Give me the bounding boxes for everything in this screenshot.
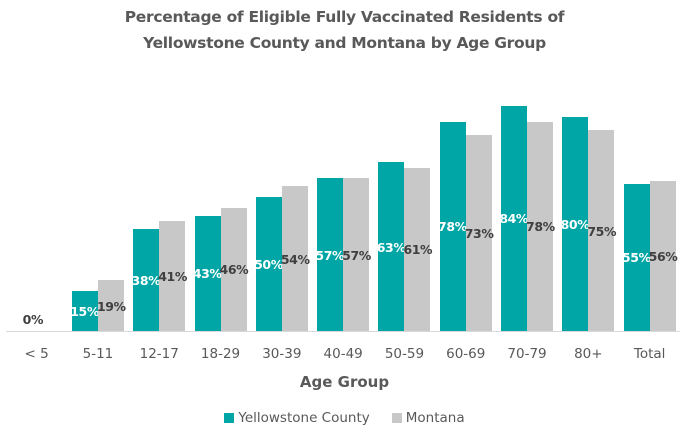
bar-yellowstone	[255, 197, 282, 331]
legend-swatch-yellowstone	[224, 413, 235, 423]
data-label: 43%	[192, 266, 222, 282]
x-tick-label: 12-17	[139, 346, 179, 362]
data-label: 56%	[648, 248, 678, 264]
data-label: 63%	[376, 239, 406, 255]
bar-yellowstone	[194, 215, 221, 331]
bar-yellowstone	[501, 105, 528, 331]
data-label: 75%	[587, 223, 617, 239]
x-axis-label: Age Group	[299, 373, 390, 391]
x-tick-label: 80+	[574, 346, 603, 362]
x-tick-label: 50-59	[384, 346, 425, 362]
legend-item-montana: Montana	[391, 410, 465, 426]
data-label: 73%	[464, 226, 494, 242]
chart-title-line-1: Percentage of Eligible Fully Vaccinated …	[124, 8, 565, 26]
data-label: 84%	[499, 211, 529, 227]
data-label: 80%	[560, 216, 590, 232]
bar-yellowstone	[71, 290, 98, 331]
bar-yellowstone	[439, 121, 466, 331]
bar-montana	[465, 135, 492, 331]
x-tick-label: 40-49	[323, 346, 363, 362]
chart-title-line-2: Yellowstone County and Montana by Age Gr…	[143, 34, 546, 52]
data-label: 57%	[315, 247, 345, 263]
data-label: 54%	[280, 251, 310, 267]
bar-yellowstone	[623, 183, 650, 331]
x-tick-label: 18-29	[200, 346, 241, 362]
bar-montana	[159, 221, 186, 331]
data-label: 55%	[621, 250, 651, 266]
plot-area: 0% 15% 19% 38% 41% 43% 46% 50% 54% 57% 57% 63% 61% 78…	[6, 60, 680, 331]
bar-montana	[588, 130, 615, 331]
data-label: 61%	[403, 242, 433, 258]
x-tick-label: < 5	[24, 346, 49, 362]
legend: Yellowstone County Montana	[0, 410, 689, 426]
data-label: 78%	[526, 219, 555, 235]
data-label: 0%	[22, 312, 44, 327]
bar-montana	[649, 180, 676, 331]
data-label: 19%	[96, 298, 126, 314]
data-label: 57%	[342, 247, 371, 263]
x-tick-label: 60-69	[446, 346, 486, 362]
data-label: 78%	[438, 219, 467, 235]
x-axis-line	[6, 331, 680, 332]
data-label: 38%	[131, 273, 161, 289]
bar-montana	[343, 178, 370, 331]
x-tick-label: 70-79	[507, 346, 547, 362]
legend-label-yellowstone: Yellowstone County	[238, 410, 370, 426]
data-label: 41%	[158, 269, 187, 285]
legend-label-montana: Montana	[405, 410, 465, 426]
legend-swatch-montana	[391, 413, 402, 423]
data-label: 46%	[219, 262, 249, 278]
bar-montana	[527, 121, 554, 331]
legend-item-yellowstone: Yellowstone County	[224, 410, 370, 426]
bar-yellowstone	[317, 178, 344, 331]
bar-yellowstone	[562, 116, 589, 331]
chart-title: Percentage of Eligible Fully Vaccinated …	[0, 4, 689, 56]
x-tick-label: 5-11	[82, 346, 114, 362]
x-tick-label: 30-39	[262, 346, 302, 362]
bar-montana	[97, 280, 124, 331]
x-tick-label: Total	[633, 346, 666, 362]
data-label: 15%	[70, 303, 99, 319]
bar-yellowstone	[133, 229, 160, 331]
bar-montana	[404, 167, 431, 331]
bar-montana	[220, 207, 247, 331]
bar-yellowstone	[378, 162, 405, 331]
data-label: 50%	[254, 257, 283, 272]
bar-montana	[281, 186, 308, 331]
